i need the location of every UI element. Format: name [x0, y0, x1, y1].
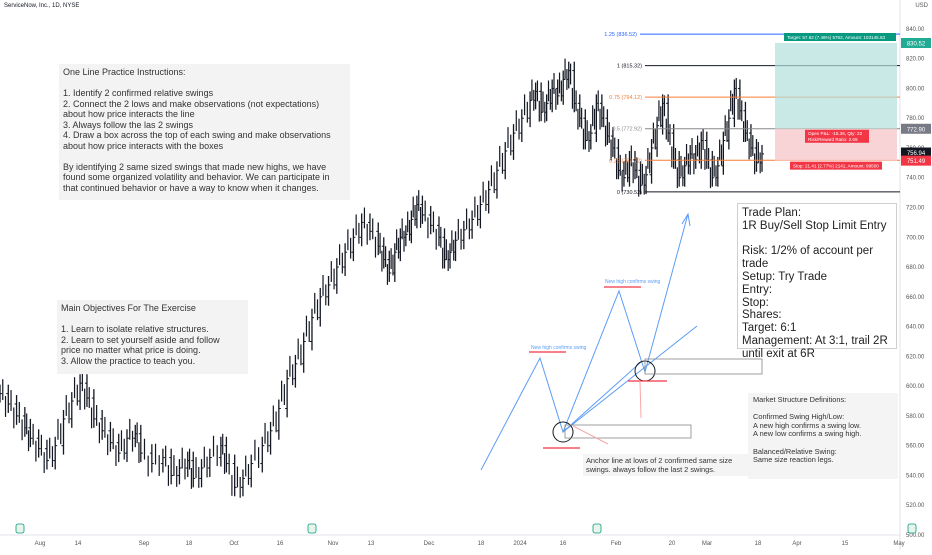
- stop-label-bg: [790, 161, 882, 170]
- price-tag-label: 751.49: [907, 159, 926, 165]
- price-tag: [901, 123, 931, 134]
- x-tick-label: Apr: [792, 541, 801, 547]
- x-tick-label: 18: [186, 541, 193, 547]
- target-label: Target: 57.62 (7.46%) 5762, Amount: 1031…: [787, 35, 886, 40]
- open-pnl-label: Open P&L: -15.36, Qty: 22: [808, 131, 863, 136]
- fib-level-label: 0.75 (794.12): [609, 95, 642, 101]
- y-tick-label: 580.00: [906, 414, 925, 420]
- swing-label: New high confirms swing: [605, 279, 661, 285]
- y-tick-label: 800.00: [906, 86, 925, 92]
- fib-level-label: 1.25 (836.52): [604, 32, 637, 38]
- target-zone: [775, 42, 897, 129]
- price-tag: [901, 155, 931, 166]
- fib-level-label: 1 (815.32): [617, 64, 642, 70]
- anchor-line: [562, 325, 698, 433]
- fib-level-label: 0.5 (772.92): [612, 127, 642, 133]
- y-tick-label: 680.00: [906, 265, 925, 271]
- x-tick-label: 2024: [513, 541, 527, 547]
- swing-path: [480, 213, 689, 471]
- y-tick-label: 540.00: [906, 473, 925, 479]
- risk-reward-label: Risk/Reward Ratio: 2.69: [808, 137, 858, 142]
- anchor-line-note[interactable]: Anchor line at lows of 2 confirmed same …: [583, 454, 749, 476]
- y-tick-label: 820.00: [906, 57, 925, 63]
- stop-label: Stop: 21.41 (2.77%) 2141, Amount: 99500: [793, 164, 879, 169]
- x-tick-label: 18: [478, 541, 485, 547]
- y-tick-label: 640.00: [906, 325, 925, 331]
- y-tick-label: 600.00: [906, 384, 925, 390]
- x-tick-label: Nov: [328, 541, 339, 547]
- event-flag: [15, 523, 25, 534]
- x-tick-label: 14: [75, 541, 82, 547]
- x-tick-label: Sep: [139, 541, 150, 547]
- price-tag-label: 772.90: [907, 127, 926, 133]
- y-tick-label: 660.00: [906, 295, 925, 301]
- currency-label: USD: [915, 3, 928, 9]
- target-label-bg: [784, 32, 896, 41]
- x-tick-label: Oct: [229, 541, 239, 547]
- swing-low-circle: [552, 421, 574, 443]
- price-tag-label: 756.94: [907, 151, 926, 157]
- x-tick-label: 18: [755, 541, 762, 547]
- x-tick-label: 16: [560, 541, 567, 547]
- x-tick-label: May: [893, 541, 904, 547]
- pink-reaction-line: [572, 425, 609, 445]
- objectives-note[interactable]: Main Objectives For The Exercise 1. Lear…: [57, 300, 248, 374]
- x-tick-label: 20: [669, 541, 676, 547]
- price-tag: [901, 37, 931, 48]
- price-tag-label: 830.52: [907, 41, 926, 47]
- fib-level-label: 0 (730.52): [617, 190, 642, 196]
- pink-reaction-line: [639, 380, 642, 419]
- anchor-line-2: [562, 361, 642, 433]
- y-tick-label: 560.00: [906, 444, 925, 450]
- chart-title: ServiceNow, Inc., 1D, NYSE: [4, 3, 80, 9]
- practice-instructions-note[interactable]: One Line Practice Instructions: 1. Ident…: [59, 64, 350, 200]
- swing-box: [564, 424, 692, 439]
- entry-label-bg: [805, 129, 869, 143]
- x-tick-label: Dec: [424, 541, 435, 547]
- x-tick-label: 13: [368, 541, 375, 547]
- arrow-head: [681, 212, 691, 227]
- y-tick-label: 780.00: [906, 116, 925, 122]
- x-tick-label: 15: [842, 541, 849, 547]
- x-tick-label: Aug: [35, 541, 46, 547]
- event-flag: [592, 523, 602, 534]
- market-structure-definitions[interactable]: Market Structure Definitions: Confirmed …: [748, 393, 898, 479]
- y-tick-label: 500.00: [906, 533, 925, 539]
- price-tag: [901, 147, 931, 158]
- event-flag: [907, 523, 917, 534]
- y-tick-label: 740.00: [906, 176, 925, 182]
- trade-plan-note[interactable]: Trade Plan: 1R Buy/Sell Stop Limit Entry…: [737, 203, 897, 360]
- swing-label: New high confirms swing: [531, 345, 587, 351]
- y-tick-label: 520.00: [906, 503, 925, 509]
- y-tick-label: 700.00: [906, 235, 925, 241]
- y-tick-label: 720.00: [906, 206, 925, 212]
- fib-level-label: 0.25 (751.72): [609, 158, 642, 164]
- swing-box: [644, 358, 763, 375]
- y-tick-label: 620.00: [906, 354, 925, 360]
- x-tick-label: Feb: [611, 541, 622, 547]
- event-flag: [307, 523, 317, 534]
- x-tick-label: 16: [277, 541, 284, 547]
- x-tick-label: Mar: [702, 541, 712, 547]
- y-tick-label: 840.00: [906, 27, 925, 33]
